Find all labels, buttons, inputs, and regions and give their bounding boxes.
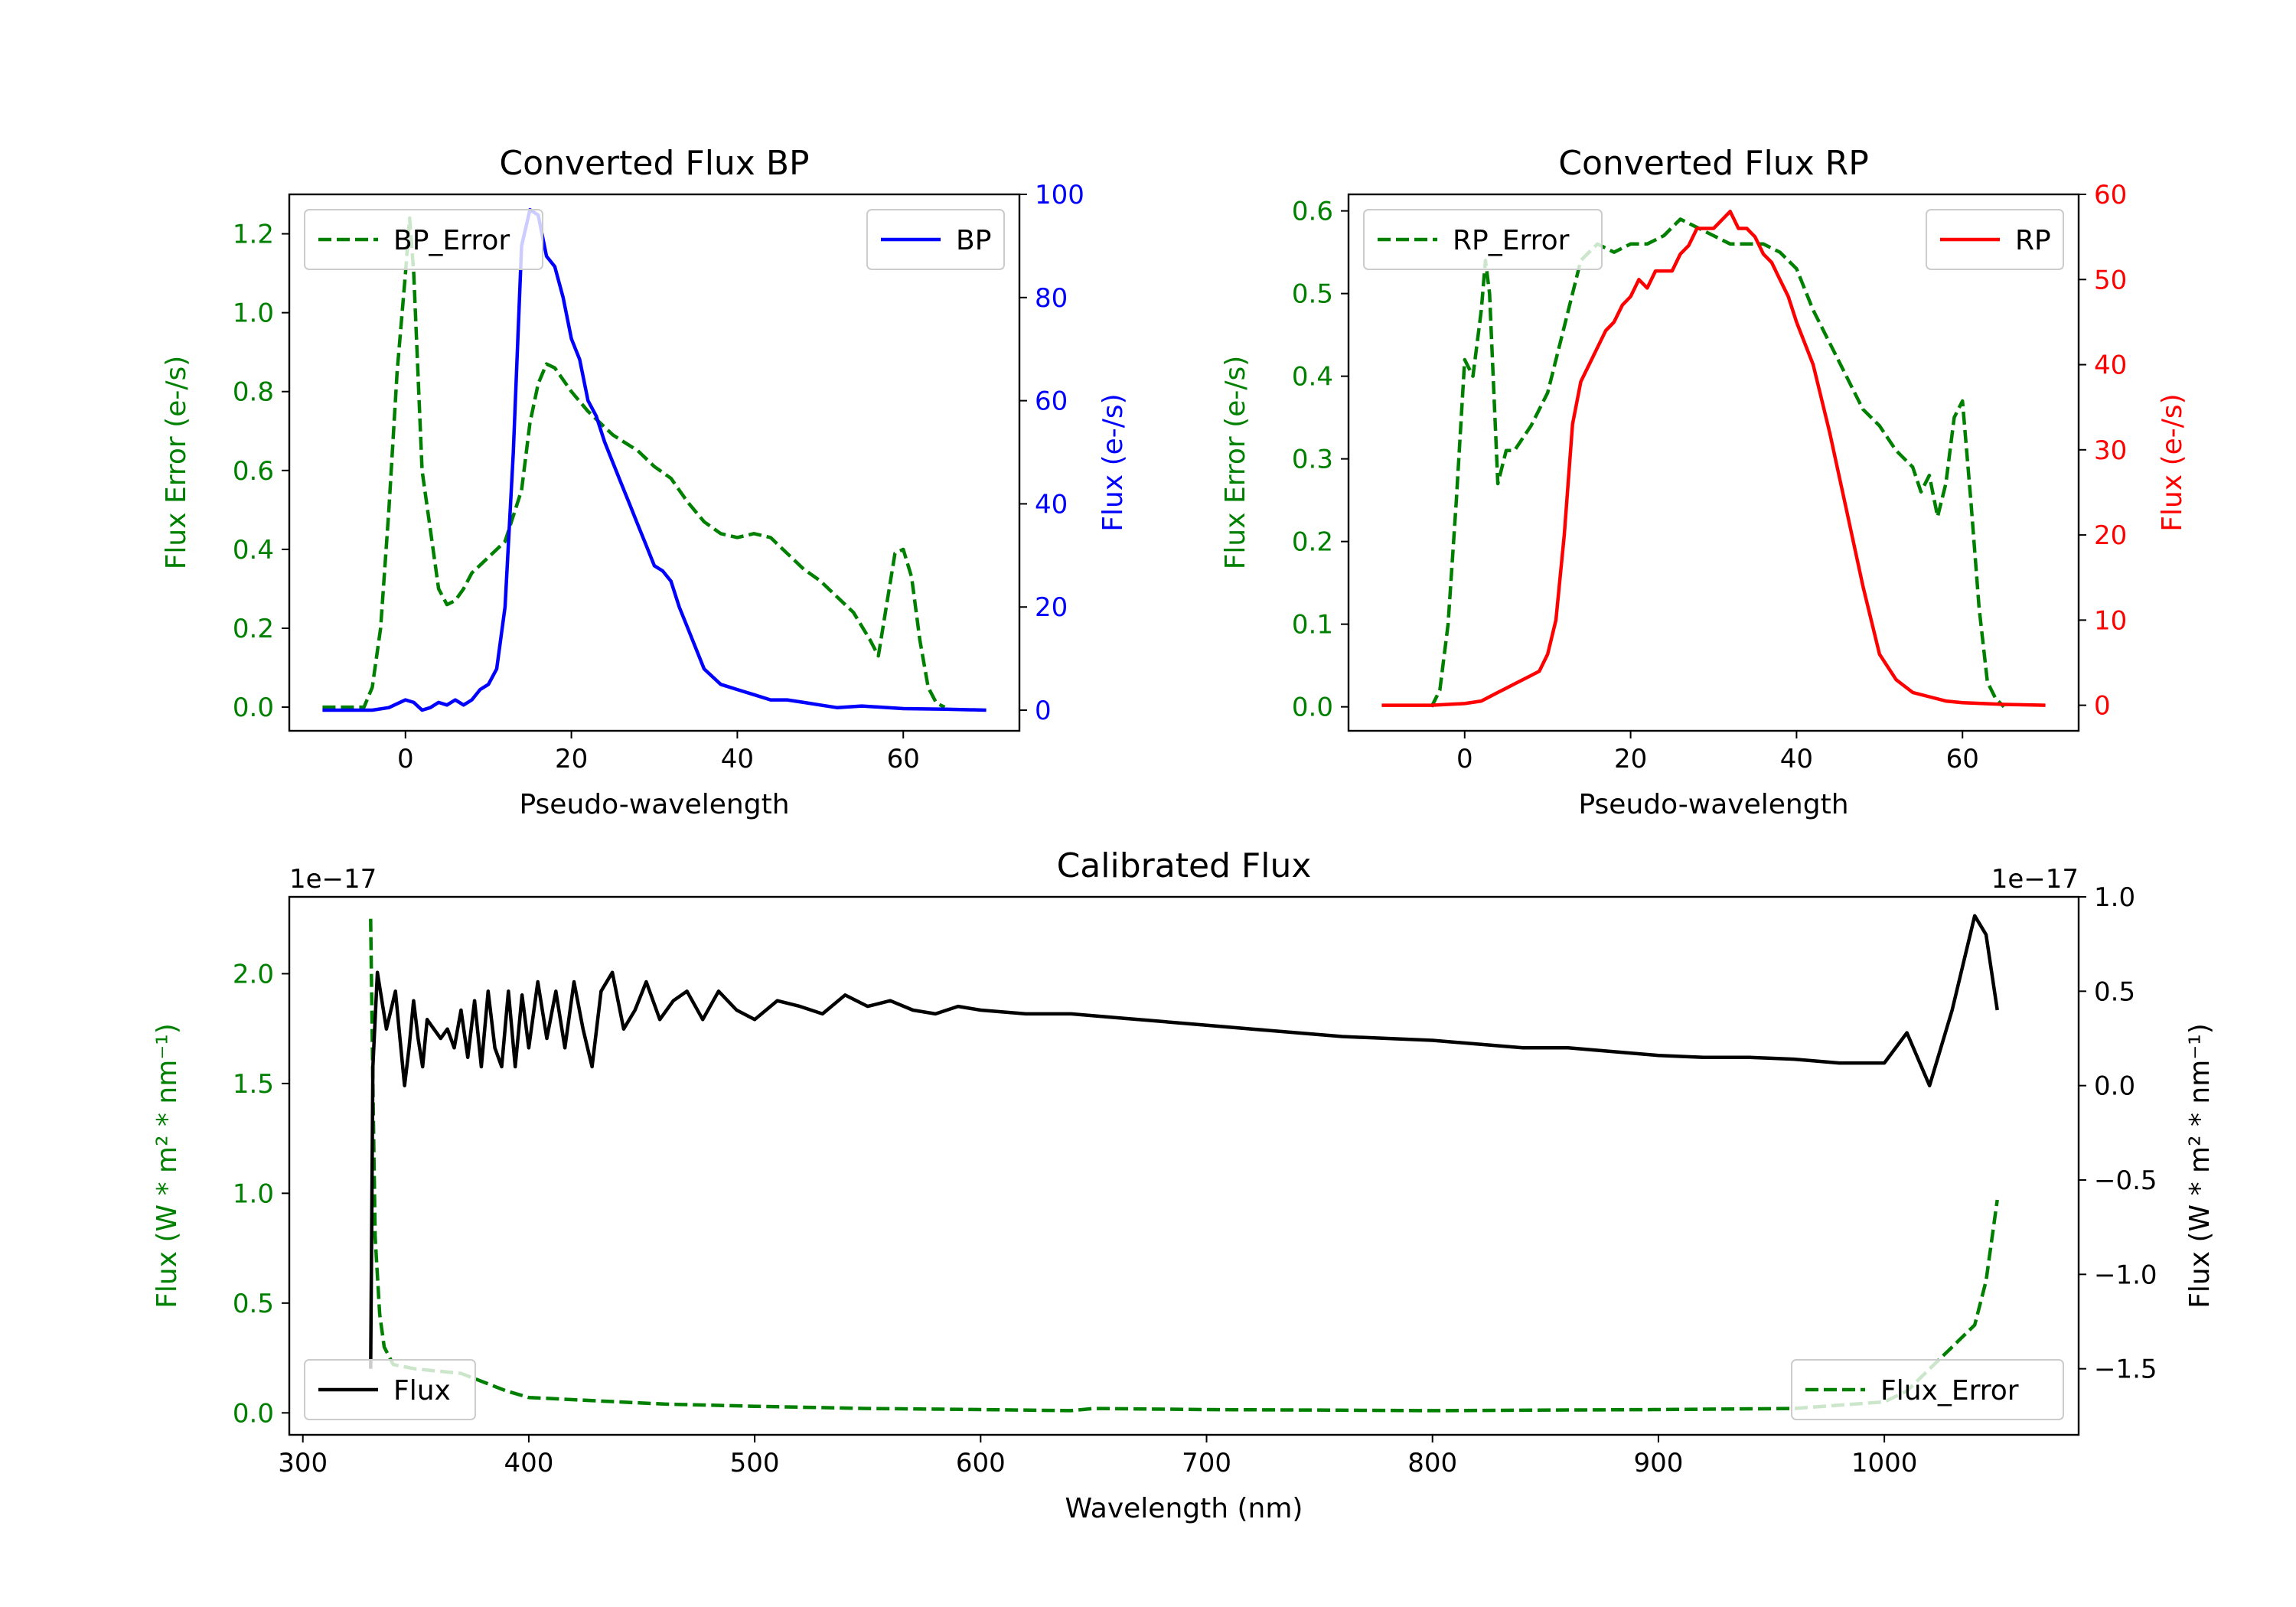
y-left-tick-label: 1.5 (233, 1069, 274, 1100)
x-tick-label: 1000 (1851, 1448, 1918, 1478)
x-tick-label: 40 (721, 744, 754, 774)
x-tick-label: 900 (1633, 1448, 1683, 1478)
y-left-tick-label: 0.5 (1292, 279, 1333, 310)
y-left-tick-label: 0.5 (233, 1289, 274, 1319)
y-left-axis-label: Flux Error (e-/s) (161, 356, 192, 570)
panel-rp: 0 20 40 60 0.0 0.1 0.2 0.3 0.4 0.5 0.6 0 10 20 30 40 50 6… (1220, 144, 2188, 820)
y-right-tick-label: 10 (2094, 605, 2127, 636)
legend-right-box (1791, 1359, 2064, 1420)
x-axis-label: Pseudo-wavelength (519, 789, 789, 820)
x-tick-label: 400 (504, 1448, 553, 1478)
y-right-axis-label: Flux (e-/s) (2157, 393, 2188, 531)
y-left-tick-label: 0.0 (233, 1398, 274, 1429)
y-left-tick-label: 0.1 (1292, 610, 1333, 641)
legend-left-label: BP_Error (393, 225, 510, 256)
legend-right-label: RP (2015, 225, 2051, 256)
offset-left-label: 1e−17 (289, 864, 377, 895)
panel-calibrated: 300 400 500 600 700 800 900 1000 0.0 0.5 1.0 1.5 2.0… (152, 846, 2216, 1524)
x-axis-label: Pseudo-wavelength (1578, 789, 1848, 820)
x-tick-label: 20 (1614, 744, 1647, 774)
series-line-rp-error (1430, 217, 2005, 709)
y-right-tick-label: −1.5 (2094, 1354, 2157, 1385)
legend-left-label: Flux (393, 1375, 451, 1407)
y-right-axis-label: Flux (W * m² * nm⁻¹) (2184, 1023, 2216, 1309)
x-tick-label: 0 (1456, 744, 1473, 774)
panel-bp: 0 20 40 60 0.0 0.2 0.4 0.6 0.8 1.0 1.2 0 20 40 60 80 100… (161, 144, 1129, 820)
x-tick-label: 40 (1780, 744, 1813, 774)
x-tick-label: 600 (956, 1448, 1006, 1478)
y-right-tick-label: 0.5 (2094, 976, 2135, 1007)
y-right-tick-label: 40 (2094, 350, 2127, 381)
offset-right-label: 1e−17 (1991, 864, 2079, 895)
legend-left-label: RP_Error (1453, 225, 1570, 256)
y-left-tick-label: 0.8 (233, 377, 274, 408)
y-left-axis-label: Flux Error (e-/s) (1220, 356, 1251, 570)
y-right-tick-label: 0.0 (2094, 1071, 2135, 1102)
y-right-tick-label: 80 (1035, 283, 1068, 314)
y-right-tick-label: 50 (2094, 265, 2127, 295)
y-left-tick-label: 0.3 (1292, 445, 1333, 475)
y-left-tick-label: 0.2 (233, 614, 274, 644)
y-right-tick-label: −1.0 (2094, 1260, 2157, 1290)
y-left-tick-label: 0.4 (1292, 362, 1333, 393)
legend-right-label: Flux_Error (1880, 1375, 2019, 1407)
chart-title: Converted Flux RP (1558, 144, 1869, 183)
x-tick-label: 60 (887, 744, 920, 774)
y-right-tick-label: 60 (2094, 180, 2127, 210)
y-left-tick-label: 0.0 (233, 693, 274, 723)
plot-frame (288, 193, 1021, 732)
y-left-tick-label: 0.2 (1292, 527, 1333, 558)
y-left-tick-label: 1.2 (233, 220, 274, 250)
x-axis-label: Wavelength (nm) (1065, 1493, 1303, 1524)
legend-left-box (304, 1359, 476, 1420)
x-tick-label: 300 (278, 1448, 328, 1478)
y-right-tick-label: 1.0 (2094, 882, 2135, 913)
series-line-bp (322, 207, 987, 712)
y-right-tick-label: 20 (2094, 520, 2127, 551)
y-right-tick-label: 30 (2094, 435, 2127, 466)
plot-frame (1347, 193, 2080, 732)
y-left-tick-label: 0.6 (1292, 197, 1333, 227)
y-right-tick-label: 0 (1035, 696, 1052, 726)
plot-frame (288, 895, 2080, 1436)
legend-right-label: BP (956, 225, 991, 256)
y-right-tick-label: 40 (1035, 489, 1068, 520)
x-tick-label: 700 (1182, 1448, 1231, 1478)
y-right-tick-label: 0 (2094, 691, 2111, 722)
x-tick-label: 800 (1407, 1448, 1457, 1478)
y-left-tick-label: 0.4 (233, 535, 274, 566)
y-left-tick-label: 0.0 (1292, 693, 1333, 723)
x-tick-label: 20 (555, 744, 588, 774)
y-left-tick-label: 1.0 (233, 298, 274, 329)
chart-title: Converted Flux BP (499, 144, 809, 183)
x-tick-label: 500 (730, 1448, 780, 1478)
y-right-tick-label: 20 (1035, 592, 1068, 623)
legend-left-box (304, 209, 543, 270)
x-tick-label: 60 (1946, 744, 1979, 774)
x-tick-label: 0 (397, 744, 414, 774)
y-right-tick-label: −0.5 (2094, 1165, 2157, 1196)
y-left-tick-label: 1.0 (233, 1178, 274, 1209)
y-right-tick-label: 60 (1035, 386, 1068, 417)
y-left-tick-label: 2.0 (233, 959, 274, 989)
series-line-bp-error (322, 216, 946, 709)
y-left-axis-label: Flux (W * m² * nm⁻¹) (152, 1023, 183, 1309)
chart-title: Calibrated Flux (1057, 846, 1312, 885)
series-line-flux (369, 914, 1999, 1369)
y-right-axis-label: Flux (e-/s) (1097, 393, 1129, 531)
y-left-tick-label: 0.6 (233, 456, 274, 487)
legend-left-box (1363, 209, 1603, 270)
y-right-tick-label: 100 (1035, 180, 1084, 210)
series-line-rp (1381, 210, 2046, 707)
